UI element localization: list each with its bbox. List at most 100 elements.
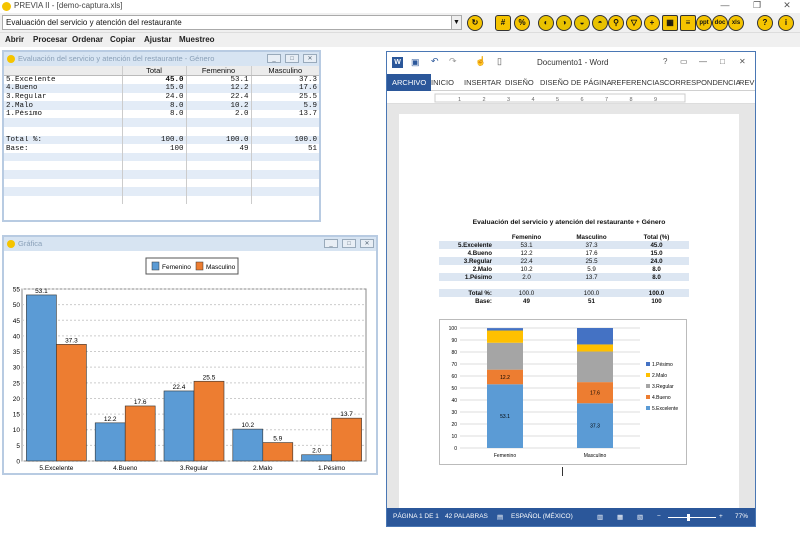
table-row-total[interactable]: Total %: 100.0 100.0 100.0 — [4, 135, 319, 145]
stacked-segment[interactable] — [487, 369, 523, 385]
table-row[interactable]: 4.Bueno 15.0 12.2 17.6 — [4, 84, 319, 93]
stacked-segment[interactable] — [487, 328, 523, 331]
tab-archivo[interactable]: ARCHIVO — [387, 74, 432, 91]
bar[interactable] — [301, 454, 332, 462]
refresh-icon[interactable]: ↻ — [467, 15, 483, 31]
close-icon[interactable]: ✕ — [303, 54, 317, 63]
zoom-in-icon[interactable]: + — [719, 513, 723, 520]
bar[interactable] — [124, 405, 156, 462]
menu-ajustar[interactable]: Ajustar — [144, 35, 172, 44]
bar[interactable] — [331, 417, 362, 462]
tool-a-icon[interactable]: ◐ — [538, 15, 554, 31]
web-layout-icon[interactable]: ▧ — [637, 514, 644, 521]
legend-swatch — [646, 384, 650, 388]
tab-correspondencia[interactable]: CORRESPONDENCIA — [664, 78, 741, 87]
save-icon[interactable]: ▣ — [411, 57, 420, 67]
tool-b-icon[interactable]: ◑ — [556, 15, 572, 31]
close-icon[interactable]: ✕ — [360, 239, 374, 248]
touch-mode-icon[interactable]: ☝ — [475, 56, 487, 66]
doc-icon[interactable]: doc — [712, 15, 728, 31]
stacked-segment[interactable] — [487, 342, 523, 370]
bar[interactable] — [163, 390, 195, 462]
filter-icon[interactable]: ▽ — [626, 15, 642, 31]
read-mode-icon[interactable]: ▥ — [597, 514, 604, 521]
proofing-icon[interactable]: ▤ — [497, 514, 504, 521]
minimize-icon[interactable]: _ — [324, 239, 338, 248]
bar[interactable] — [94, 422, 126, 462]
tab-inicio[interactable]: INICIO — [431, 78, 454, 87]
table-row[interactable]: 2.Malo 8.0 10.2 5.9 — [4, 101, 319, 110]
table-row — [4, 127, 319, 136]
legend-swatch — [195, 261, 204, 271]
stacked-segment[interactable] — [577, 403, 613, 448]
maximize-icon[interactable]: □ — [342, 239, 356, 248]
xls-icon[interactable]: xls — [728, 15, 744, 31]
tab-diseno-pagina[interactable]: DISEÑO DE PÁGINA — [540, 78, 612, 87]
table-row-base[interactable]: Base: 100 49 51 — [4, 144, 317, 153]
menu-abrir[interactable]: Abrir — [5, 35, 25, 44]
help-icon[interactable]: ? — [663, 57, 668, 66]
menu-muestreo[interactable]: Muestreo — [179, 35, 215, 44]
bar[interactable] — [262, 442, 294, 462]
table-row[interactable]: 1.Pésimo 8.0 2.0 13.7 — [4, 109, 317, 119]
add-icon[interactable]: + — [644, 15, 660, 31]
variable-combo[interactable]: Evaluación del servicio y atención del r… — [2, 15, 462, 30]
tab-referencias[interactable]: REFERENCIAS — [611, 78, 665, 87]
stacked-segment[interactable] — [487, 330, 523, 343]
stacked-segment[interactable] — [487, 384, 523, 448]
x-tick-label: 5.Excelente — [39, 465, 73, 472]
menu-procesar[interactable]: Procesar — [33, 35, 68, 44]
new-doc-icon[interactable]: ▯ — [497, 56, 502, 66]
grid-icon[interactable]: ▦ — [662, 15, 678, 31]
stacked-segment[interactable] — [577, 344, 613, 352]
zoom-slider[interactable] — [668, 517, 716, 518]
stacked-segment[interactable] — [577, 382, 613, 404]
document-area[interactable]: Evaluación del servicio y atención del r… — [387, 104, 755, 508]
close-icon[interactable]: ✕ — [783, 0, 791, 10]
restore-icon[interactable]: □ — [720, 57, 725, 66]
stacked-segment[interactable] — [577, 328, 613, 345]
close-icon[interactable]: ✕ — [739, 57, 746, 66]
number-icon[interactable]: # — [495, 15, 511, 31]
tab-revisar[interactable]: REV — [739, 78, 755, 87]
status-words[interactable]: 42 PALABRAS — [445, 513, 488, 520]
stacked-segment[interactable] — [577, 351, 613, 383]
zoom-out-icon[interactable]: − — [657, 513, 661, 520]
document-page[interactable]: Evaluación del servicio y atención del r… — [399, 114, 739, 508]
menu-ordenar[interactable]: Ordenar — [72, 35, 104, 44]
tool-c-icon[interactable]: ◒ — [574, 15, 590, 31]
ruler[interactable]: 1 2 3 4 5 6 7 8 9 — [387, 92, 755, 104]
stacked-chart[interactable]: 0 10 20 30 40 50 60 70 80 90 100 53.1 12.2 Femenino 37… — [439, 319, 687, 465]
zoom-slider-thumb[interactable] — [687, 514, 690, 521]
print-layout-icon[interactable]: ▦ — [617, 514, 624, 521]
status-page[interactable]: PÁGINA 1 DE 1 — [393, 513, 439, 520]
list-icon[interactable]: ≡ — [680, 15, 696, 31]
tab-diseno[interactable]: DISEÑO — [505, 78, 534, 87]
restore-icon[interactable]: ❐ — [752, 0, 762, 10]
bar[interactable] — [26, 294, 57, 462]
chevron-down-icon[interactable]: ▼ — [451, 16, 461, 29]
maximize-icon[interactable]: □ — [285, 54, 299, 63]
status-language[interactable]: ESPAÑOL (MÉXICO) — [511, 513, 573, 520]
table-row[interactable]: 3.Regular 24.0 22.4 25.5 — [4, 92, 317, 102]
help-icon[interactable]: ? — [757, 15, 773, 31]
info-icon[interactable]: i — [778, 15, 794, 31]
bar[interactable] — [193, 380, 225, 462]
menu-copiar[interactable]: Copiar — [110, 35, 136, 44]
tab-insertar[interactable]: INSERTAR — [464, 78, 502, 87]
bar[interactable] — [56, 344, 87, 462]
minimize-icon[interactable]: — — [720, 0, 730, 10]
ribbon-options-icon[interactable]: ▭ — [680, 57, 688, 66]
table-row[interactable]: 5.Excelente 45.0 53.1 37.3 — [4, 75, 317, 85]
minimize-icon[interactable]: _ — [267, 54, 281, 63]
minimize-icon[interactable]: — — [699, 57, 707, 66]
undo-icon[interactable]: ↶ — [431, 56, 439, 66]
bar[interactable] — [232, 428, 264, 462]
status-zoom[interactable]: 77% — [735, 513, 749, 520]
app-logo-icon — [2, 2, 11, 11]
ppt-icon[interactable]: ppt — [696, 15, 712, 31]
percent-icon[interactable]: % — [514, 15, 530, 31]
tool-d-icon[interactable]: ◓ — [592, 15, 608, 31]
redo-icon[interactable]: ↷ — [449, 56, 457, 66]
search-icon[interactable]: ⚲ — [608, 15, 624, 31]
